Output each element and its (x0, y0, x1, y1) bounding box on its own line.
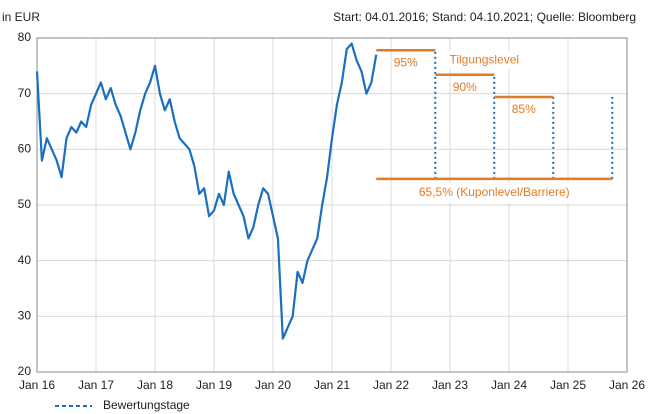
x-tick-label: Jan 18 (137, 378, 173, 392)
x-tick-label: Jan 23 (432, 378, 468, 392)
levels-label-box (441, 51, 528, 70)
barrier-label-box (402, 182, 587, 203)
y-tick-label: 50 (18, 197, 32, 211)
y-tick-label: 80 (18, 30, 32, 44)
plot-frame (36, 37, 628, 373)
x-tick-label: Jan 17 (78, 378, 114, 392)
y-tick-label: 40 (18, 253, 32, 267)
subtitle: Start: 04.01.2016; Stand: 04.10.2021; Qu… (333, 10, 636, 24)
x-tick-label: Jan 26 (609, 378, 645, 392)
x-tick-label: Jan 20 (255, 378, 291, 392)
price-line (35, 42, 378, 340)
x-tick-label: Jan 16 (19, 378, 55, 392)
x-tick-label: Jan 22 (373, 378, 409, 392)
y-tick-label: 20 (18, 364, 32, 378)
barrier-label: 65,5% (Kuponlevel/Barriere) (419, 185, 570, 199)
x-tick-label: Jan 21 (314, 378, 350, 392)
x-tick-label: Jan 19 (196, 378, 232, 392)
level-label: 85% (512, 102, 536, 116)
level-label: 95% (394, 55, 418, 69)
y-tick-label: 30 (18, 309, 32, 323)
x-tick-label: Jan 25 (550, 378, 586, 392)
unit-label: in EUR (2, 10, 40, 24)
x-tick-label: Jan 24 (491, 378, 527, 392)
y-tick-label: 60 (18, 142, 32, 156)
level-label: 90% (453, 80, 477, 94)
y-tick-label: 70 (18, 86, 32, 100)
levels-label: Tilgungslevel (449, 52, 519, 66)
legend-label: Bewertungstage (103, 398, 190, 412)
